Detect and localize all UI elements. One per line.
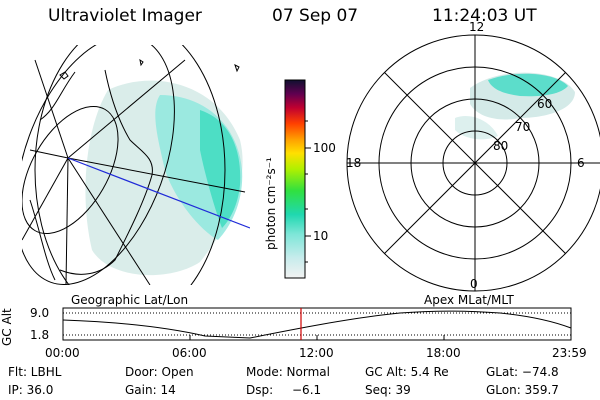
polar-axis-diagonal — [384, 72, 566, 254]
polar-ring-label-60: 60 — [537, 97, 553, 111]
graticule-ellipse — [22, 45, 175, 285]
terminator-line — [67, 157, 250, 229]
dsp-value: −6.1 — [292, 383, 322, 397]
meridian — [67, 157, 246, 193]
altitude-plot — [62, 307, 572, 341]
time-tick-label: 18:00 — [426, 346, 461, 360]
left-panel-caption: Geographic Lat/Lon — [71, 293, 189, 307]
ip-info: IP: 36.0 — [8, 383, 54, 397]
instrument-title: Ultraviolet Imager — [48, 6, 202, 26]
colorbar — [284, 79, 306, 279]
meridian — [22, 157, 69, 241]
time-tick-label: 00:00 — [45, 346, 80, 360]
polar-label-6: 6 — [577, 156, 585, 170]
colorbar-unit-label: photon cm⁻²s⁻¹ — [264, 157, 278, 250]
filter-info: Flt: LBHL — [8, 365, 62, 379]
altitude-curve — [62, 310, 572, 339]
polar-label-0: 0 — [470, 277, 478, 291]
mode-info: Mode: Normal — [246, 365, 330, 379]
time-tick-label: 06:00 — [172, 346, 207, 360]
colorbar-tick-label: 10 — [313, 229, 329, 243]
polar-ring-label-80: 80 — [493, 139, 509, 153]
colorbar-tick-label: 100 — [313, 141, 336, 155]
altitude-min-label: 1.8 — [30, 328, 50, 342]
geographic-map — [22, 45, 250, 285]
time-label: 11:24:03 UT — [432, 6, 537, 26]
glon-info: GLon: 359.7 — [486, 383, 559, 397]
altitude-max-label: 9.0 — [30, 306, 50, 320]
time-tick-label: 12:00 — [299, 346, 334, 360]
meridian — [34, 59, 69, 159]
polar-label-18: 18 — [346, 156, 362, 170]
glat-info: GLat: −74.8 — [486, 365, 559, 379]
polar-ring-label-70: 70 — [515, 120, 531, 134]
altitude-axis-label: GC Alt — [0, 308, 14, 346]
gc-alt-info: GC Alt: 5.4 Re — [365, 365, 449, 379]
door-info: Door: Open — [125, 365, 194, 379]
dsp-label: Dsp: — [246, 383, 274, 397]
meridian — [29, 149, 69, 159]
polar-label-12: 12 — [469, 20, 485, 34]
right-panel-caption: Apex MLat/MLT — [424, 293, 514, 307]
date-label: 07 Sep 07 — [272, 6, 359, 26]
meridian — [67, 59, 186, 159]
graticule-ellipse — [34, 45, 226, 285]
auroral-emission-peak — [200, 110, 241, 228]
coastline-islands — [59, 58, 240, 80]
seq-info: Seq: 39 — [365, 383, 411, 397]
meridian — [65, 157, 69, 285]
meridian — [67, 157, 151, 285]
time-tick-label: 23:59 — [552, 346, 587, 360]
gain-info: Gain: 14 — [125, 383, 176, 397]
polar-plot — [346, 34, 600, 292]
